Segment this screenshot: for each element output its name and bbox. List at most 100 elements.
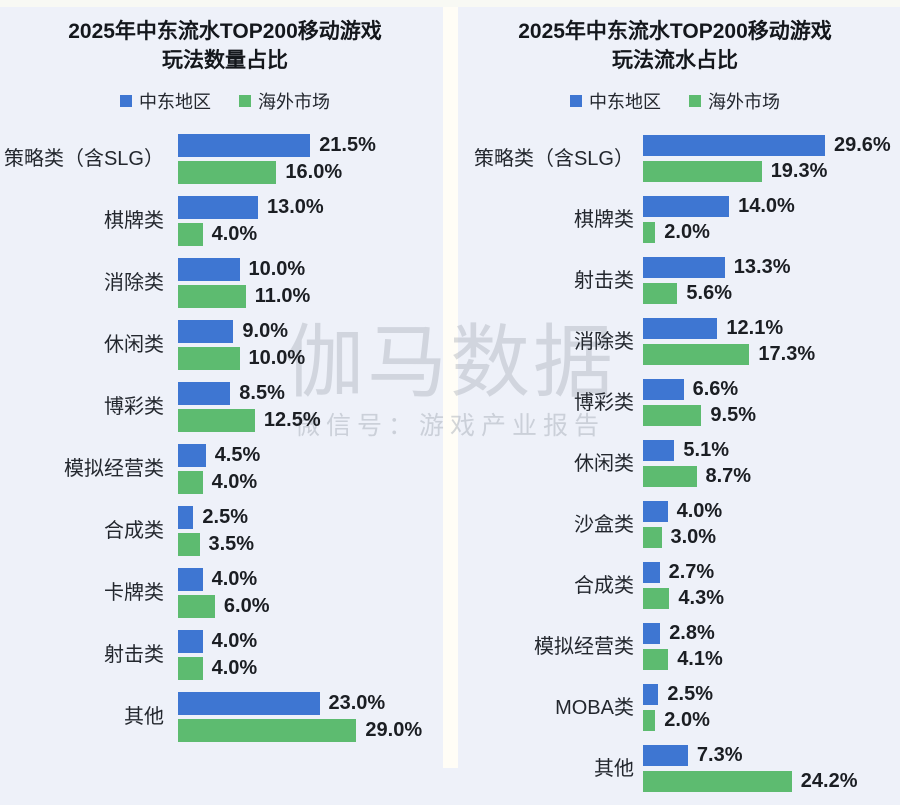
value-label: 7.3% (696, 744, 743, 766)
bar-middle-east (178, 196, 258, 219)
chart-title-line1: 2025年中东流水TOP200移动游戏 (68, 20, 382, 43)
value-label: 5.1% (683, 439, 729, 461)
bar-overseas (643, 649, 669, 670)
bar-middle-east (643, 196, 730, 217)
bar-line: 12.1% (643, 317, 815, 340)
bar-line: 17.3% (643, 343, 815, 366)
category-row: 博彩类 8.5% 12.5% (0, 382, 450, 432)
category-label: 合成类 (574, 574, 634, 597)
bar-line: 4.5% (178, 444, 260, 467)
value-label: 13.0% (267, 196, 324, 218)
bar-line: 4.0% (178, 630, 257, 653)
bar-rows: 策略类（含SLG） 21.5% 16.0% 棋牌类 13.0% 4.0% 消除类 10.0% 1… (0, 134, 450, 742)
bar-line: 10.0% (178, 258, 310, 281)
bar-line: 4.0% (178, 223, 324, 246)
bar-overseas (178, 347, 240, 370)
bar-overseas (643, 710, 656, 731)
bar-line: 16.0% (178, 161, 376, 184)
bar-overseas (643, 222, 656, 243)
bar-line: 6.6% (643, 378, 756, 401)
bar-middle-east (643, 440, 675, 461)
chart-playstyle-revenue-share: 2025年中东流水TOP200移动游戏 玩法流水占比 中东地区 海外市场 策略类… (450, 0, 900, 805)
value-label: 2.0% (664, 709, 710, 731)
category-label: 棋牌类 (104, 210, 164, 232)
chart-title-revenue: 2025年中东流水TOP200移动游戏 玩法流水占比 (450, 17, 900, 75)
bar-pair: 4.5% 4.0% (178, 444, 260, 494)
bar-pair: 23.0% 29.0% (178, 692, 422, 742)
category-row: 策略类（含SLG） 21.5% 16.0% (0, 134, 450, 184)
bar-pair: 2.8% 4.1% (643, 622, 723, 671)
legend: 中东地区 海外市场 (450, 88, 900, 114)
bar-middle-east (643, 623, 661, 644)
bar-overseas (178, 719, 357, 742)
category-label: 模拟经营类 (64, 458, 164, 480)
category-label: 策略类（含SLG） (3, 148, 164, 170)
bar-middle-east (178, 258, 240, 281)
value-label: 3.5% (208, 533, 255, 555)
bar-middle-east (178, 630, 203, 653)
bar-middle-east (178, 568, 203, 591)
value-label: 12.1% (726, 317, 784, 339)
bar-line: 21.5% (178, 134, 376, 157)
category-label: 棋牌类 (574, 208, 634, 231)
bar-line: 5.6% (643, 282, 791, 305)
value-label: 4.0% (211, 568, 258, 590)
bar-overseas (178, 471, 203, 494)
bar-middle-east (643, 684, 659, 705)
value-label: 23.0% (328, 692, 386, 714)
bar-overseas (643, 466, 697, 487)
value-label: 3.0% (670, 526, 717, 548)
bar-line: 4.0% (178, 471, 260, 494)
bar-overseas (178, 285, 246, 308)
category-label: 卡牌类 (104, 582, 164, 604)
legend-label-middle-east: 中东地区 (139, 92, 211, 112)
bar-middle-east (178, 134, 311, 157)
bar-line: 8.7% (643, 465, 751, 488)
bar-middle-east (178, 506, 194, 529)
bar-pair: 2.5% 3.5% (178, 506, 254, 556)
category-label: 博彩类 (574, 391, 634, 414)
value-label: 2.8% (669, 622, 715, 644)
value-label: 8.7% (705, 465, 752, 487)
bar-line: 19.3% (643, 160, 891, 183)
bar-line: 2.5% (178, 506, 254, 529)
chart-title-line2: 玩法流水占比 (612, 49, 738, 72)
bar-pair: 5.1% 8.7% (643, 439, 751, 488)
bar-line: 2.0% (643, 709, 713, 732)
bar-pair: 29.6% 19.3% (643, 134, 891, 183)
bar-line: 2.5% (643, 683, 713, 706)
chart-title-line2: 玩法数量占比 (162, 49, 288, 72)
category-label: 合成类 (104, 520, 164, 542)
bar-pair: 13.0% 4.0% (178, 196, 324, 246)
legend-swatch-overseas (689, 95, 701, 107)
category-label: MOBA类 (555, 696, 634, 719)
bar-pair: 10.0% 11.0% (178, 258, 310, 308)
bar-pair: 2.5% 2.0% (643, 683, 713, 732)
legend-item-overseas: 海外市场 (239, 88, 330, 114)
category-row: 博彩类 6.6% 9.5% (450, 378, 900, 427)
legend-item-middle-east: 中东地区 (120, 88, 211, 114)
value-label: 4.0% (211, 630, 258, 652)
bar-pair: 4.0% 4.0% (178, 630, 257, 680)
category-row: 合成类 2.7% 4.3% (450, 561, 900, 610)
legend-swatch-middle-east (120, 95, 132, 107)
bar-line: 2.8% (643, 622, 723, 645)
value-label: 4.1% (677, 648, 723, 670)
bar-line: 10.0% (178, 347, 305, 370)
bar-pair: 4.0% 6.0% (178, 568, 269, 618)
value-label: 19.3% (770, 160, 828, 182)
category-row: 射击类 4.0% 4.0% (0, 630, 450, 680)
category-row: 棋牌类 14.0% 2.0% (450, 195, 900, 244)
value-label: 12.5% (263, 409, 321, 431)
value-label: 2.5% (202, 506, 248, 528)
bar-middle-east (178, 382, 231, 405)
bar-line: 29.0% (178, 719, 422, 742)
legend-label-overseas: 海外市场 (258, 92, 330, 112)
category-row: 其他 23.0% 29.0% (0, 692, 450, 742)
value-label: 10.0% (248, 347, 306, 369)
value-label: 2.0% (664, 221, 710, 243)
bar-overseas (643, 283, 678, 304)
value-label: 10.0% (248, 258, 306, 280)
bar-line: 2.7% (643, 561, 724, 584)
